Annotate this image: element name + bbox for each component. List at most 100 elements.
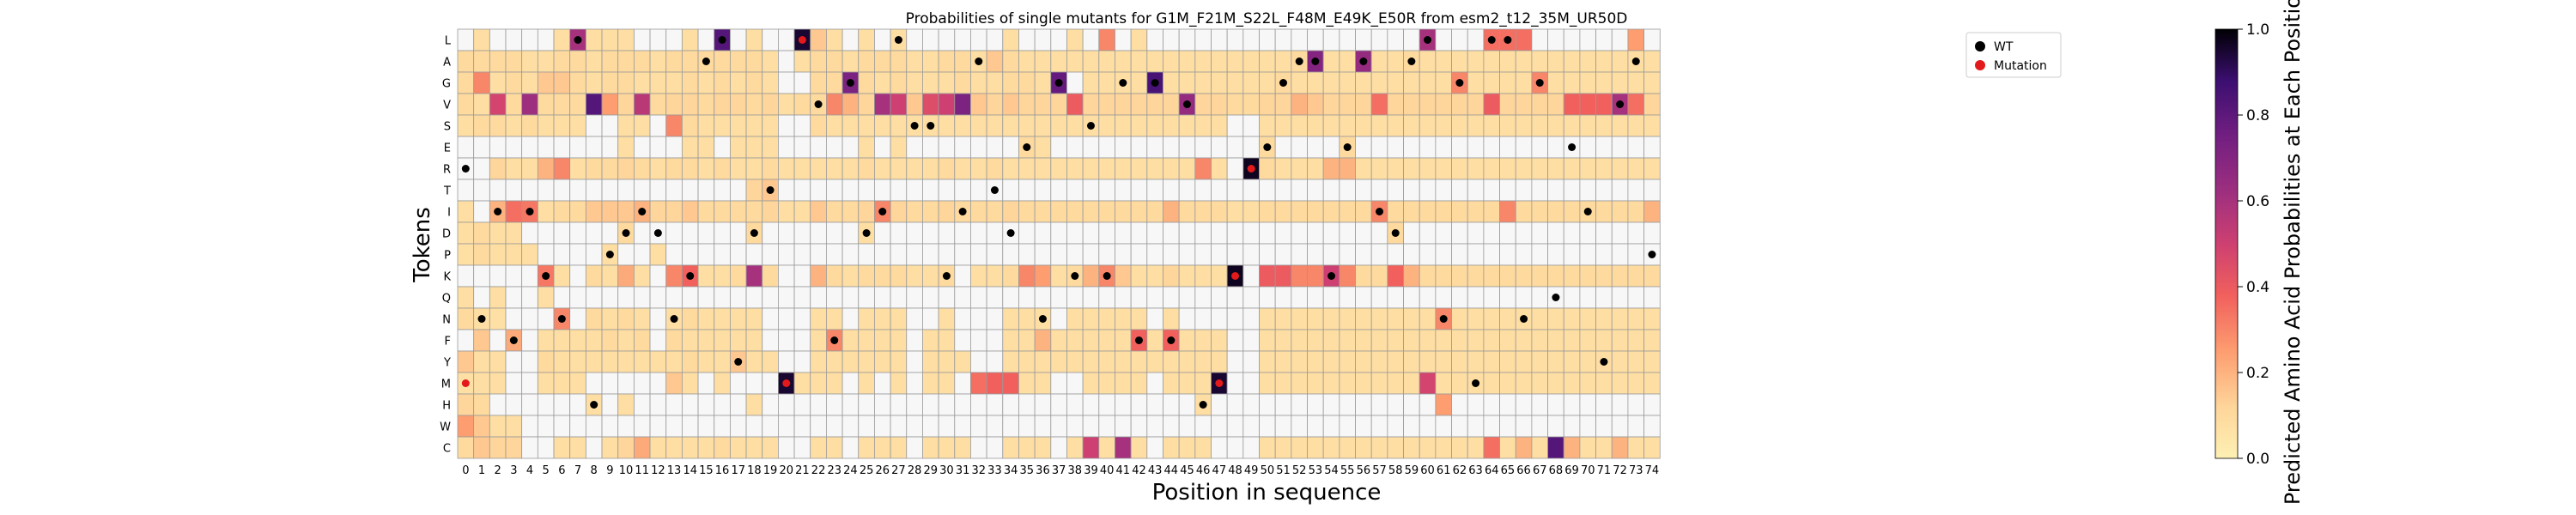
- heatmap-cell: [521, 350, 538, 373]
- heatmap-cell: [1146, 307, 1163, 330]
- heatmap-cell: [1531, 436, 1548, 459]
- heatmap-cell: [1563, 286, 1581, 309]
- heatmap-cell: [729, 393, 747, 416]
- y-axis-label: Tokens: [410, 207, 435, 283]
- wt-marker: [702, 58, 710, 65]
- heatmap-cell: [1098, 28, 1115, 52]
- heatmap-cell: [1194, 372, 1212, 395]
- heatmap-cell: [457, 264, 475, 288]
- heatmap-cell: [649, 93, 667, 116]
- heatmap-cell: [1018, 372, 1036, 395]
- heatmap-cell: [633, 415, 651, 438]
- heatmap-cell: [1322, 436, 1340, 459]
- heatmap-cell: [1370, 71, 1388, 94]
- heatmap-cell: [1403, 136, 1420, 159]
- heatmap-cell: [793, 243, 811, 266]
- heatmap-cell: [665, 28, 683, 52]
- heatmap-cell: [1419, 415, 1437, 438]
- heatmap-cell: [1034, 243, 1052, 266]
- heatmap-cell: [1194, 114, 1212, 137]
- heatmap-cell: [537, 393, 555, 416]
- heatmap-cell: [537, 114, 555, 137]
- heatmap-cell: [553, 393, 571, 416]
- heatmap-cell: [1515, 114, 1533, 137]
- heatmap-cell: [970, 179, 987, 202]
- heatmap-cell: [1050, 200, 1067, 223]
- heatmap-cell: [1163, 28, 1180, 52]
- heatmap-cell: [906, 179, 923, 202]
- heatmap-cell: [1387, 136, 1404, 159]
- x-tick-label: 34: [1004, 464, 1018, 477]
- heatmap-cell: [1034, 415, 1052, 438]
- heatmap-cell: [1098, 393, 1115, 416]
- heatmap-cell: [745, 93, 763, 116]
- heatmap-cell: [521, 50, 538, 73]
- heatmap-cell: [585, 71, 603, 94]
- heatmap-cell: [841, 221, 860, 245]
- wt-marker: [990, 186, 999, 194]
- heatmap-cell: [617, 415, 635, 438]
- heatmap-cell: [1387, 28, 1404, 52]
- heatmap-cell: [778, 243, 795, 266]
- heatmap-cell: [922, 179, 939, 202]
- heatmap-cell: [617, 329, 635, 352]
- heatmap-cell: [1130, 50, 1148, 73]
- heatmap-cell: [537, 136, 555, 159]
- heatmap-cell: [1467, 415, 1485, 438]
- x-tick-label: 49: [1244, 464, 1259, 477]
- heatmap-cell: [1050, 350, 1067, 373]
- heatmap-cell: [1370, 93, 1388, 116]
- heatmap-cell: [1531, 372, 1548, 395]
- heatmap-cell: [762, 415, 779, 438]
- heatmap-cell: [1563, 200, 1581, 223]
- heatmap-cell: [1515, 436, 1533, 459]
- heatmap-cell: [553, 28, 571, 52]
- heatmap-cell: [841, 264, 860, 288]
- heatmap-cell: [569, 114, 586, 137]
- heatmap-cell: [1419, 350, 1437, 373]
- heatmap-cell: [1211, 393, 1228, 416]
- heatmap-cell: [1579, 372, 1596, 395]
- heatmap-cell: [729, 200, 747, 223]
- heatmap-cell: [970, 114, 987, 137]
- heatmap-cell: [1355, 114, 1372, 137]
- heatmap-cell: [681, 372, 699, 395]
- heatmap-cell: [1579, 393, 1596, 416]
- heatmap-cell: [569, 221, 586, 245]
- heatmap-cell: [762, 136, 779, 159]
- heatmap-cell: [1467, 436, 1485, 459]
- heatmap-cell: [810, 28, 827, 52]
- heatmap-cell: [569, 264, 586, 288]
- heatmap-cell: [1531, 200, 1548, 223]
- heatmap-cell: [1242, 71, 1260, 94]
- heatmap-cell: [729, 436, 747, 459]
- heatmap-cell: [553, 415, 571, 438]
- heatmap-cell: [1130, 372, 1148, 395]
- heatmap-cell: [1515, 372, 1533, 395]
- heatmap-cell: [1050, 286, 1067, 309]
- heatmap-cell: [729, 307, 747, 330]
- heatmap-cell: [1355, 307, 1372, 330]
- heatmap-cell: [922, 28, 939, 52]
- heatmap-cell: [537, 50, 555, 73]
- heatmap-cell: [1259, 71, 1276, 94]
- heatmap-cell: [762, 286, 779, 309]
- heatmap-cell: [1307, 393, 1324, 416]
- heatmap-cell: [1611, 329, 1629, 352]
- heatmap-cell: [858, 329, 875, 352]
- heatmap-cell: [633, 179, 651, 202]
- heatmap-cell: [1034, 436, 1052, 459]
- heatmap-cell: [1146, 93, 1163, 116]
- heatmap-cell: [489, 179, 507, 202]
- heatmap-cell: [1499, 50, 1516, 73]
- heatmap-cell: [922, 264, 939, 288]
- heatmap-cell: [1082, 329, 1100, 352]
- heatmap-cell: [1451, 200, 1468, 223]
- heatmap-cell: [1435, 372, 1452, 395]
- heatmap-cell: [457, 307, 475, 330]
- heatmap-cell: [1115, 157, 1132, 180]
- heatmap-cell: [601, 264, 619, 288]
- heatmap-cell: [1643, 221, 1661, 245]
- heatmap-cell: [1627, 221, 1644, 245]
